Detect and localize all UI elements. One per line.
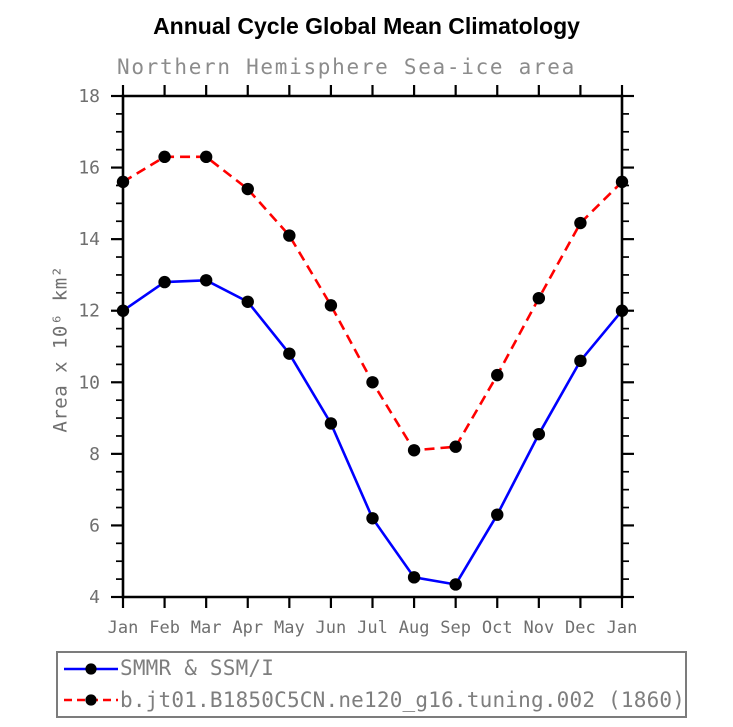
x-tick-label: Jul <box>357 618 388 638</box>
data-point-marker <box>283 347 296 360</box>
plot-canvas: Jan Feb Mar Apr May Jun Jul Aug Sep Oct Nov Dec Jan 4… <box>78 85 638 638</box>
x-tick-label: Sep <box>440 618 471 638</box>
data-point-marker <box>407 444 421 457</box>
x-tick-label: Oct <box>482 618 513 638</box>
data-point-marker <box>158 150 171 164</box>
legend-item-model: b.jt01.B1850C5CN.ne120_g16.tuning.002 (1… <box>58 685 685 716</box>
legend-box: SMMR & SSM/I b.jt01.B1850C5CN.ne120_g16.… <box>56 651 687 718</box>
y-tick-label: 14 <box>78 229 100 250</box>
y-tick-label: 6 <box>89 515 100 536</box>
legend-item-observations: SMMR & SSM/I <box>58 653 685 684</box>
data-point-marker <box>324 417 338 430</box>
data-point-marker <box>615 304 629 317</box>
data-point-marker <box>158 275 171 289</box>
x-tick-label: Apr <box>232 618 263 638</box>
x-tick-label: Feb <box>149 618 180 638</box>
x-tick-label: Nov <box>523 618 554 638</box>
y-tick-label: 18 <box>78 86 100 107</box>
data-point-marker <box>449 440 462 453</box>
x-tick-label: Dec <box>565 618 596 638</box>
chart-subtitle: Northern Hemisphere Sea-ice area <box>117 55 576 79</box>
data-point-marker <box>324 299 338 312</box>
data-point-marker <box>449 578 462 591</box>
data-point-marker <box>241 182 254 196</box>
data-point-marker <box>116 175 130 189</box>
data-point-marker <box>491 368 504 382</box>
chart-title: Annual Cycle Global Mean Climatology <box>153 13 580 39</box>
data-point-marker <box>532 427 546 441</box>
x-tick-label: Mar <box>191 618 222 638</box>
data-point-marker <box>366 376 379 389</box>
y-tick-label: 16 <box>78 158 100 179</box>
x-tick-label: May <box>274 618 305 638</box>
data-point-marker <box>366 512 379 525</box>
data-point-marker <box>199 274 213 287</box>
series-line-0 <box>122 278 624 586</box>
x-tick-label: Aug <box>399 618 430 638</box>
data-point-marker <box>241 295 254 308</box>
x-tick-label: Jun <box>316 618 347 638</box>
y-tick-label: 8 <box>89 444 100 465</box>
x-tick-label: Jan <box>108 618 139 638</box>
y-tick-label: 12 <box>78 301 100 322</box>
legend-label-model: b.jt01.B1850C5CN.ne120_g16.tuning.002 (1… <box>120 687 686 712</box>
y-tick-label: 10 <box>78 372 100 393</box>
data-point-marker <box>615 175 629 189</box>
data-point-marker <box>199 150 213 164</box>
legend-dashed-line-icon <box>64 694 118 706</box>
legend-solid-line-icon <box>64 663 118 675</box>
data-point-marker <box>491 508 504 521</box>
data-point-marker <box>283 229 296 242</box>
data-point-marker <box>574 354 587 368</box>
x-tick-label: Jan <box>607 618 638 638</box>
legend-label-observations: SMMR & SSM/I <box>120 656 275 681</box>
y-tick-label: 4 <box>89 587 100 608</box>
data-point-marker <box>407 571 421 584</box>
data-point-marker <box>574 216 587 230</box>
data-point-marker <box>532 291 546 305</box>
data-point-marker <box>116 304 130 317</box>
series-line-1 <box>122 155 623 452</box>
